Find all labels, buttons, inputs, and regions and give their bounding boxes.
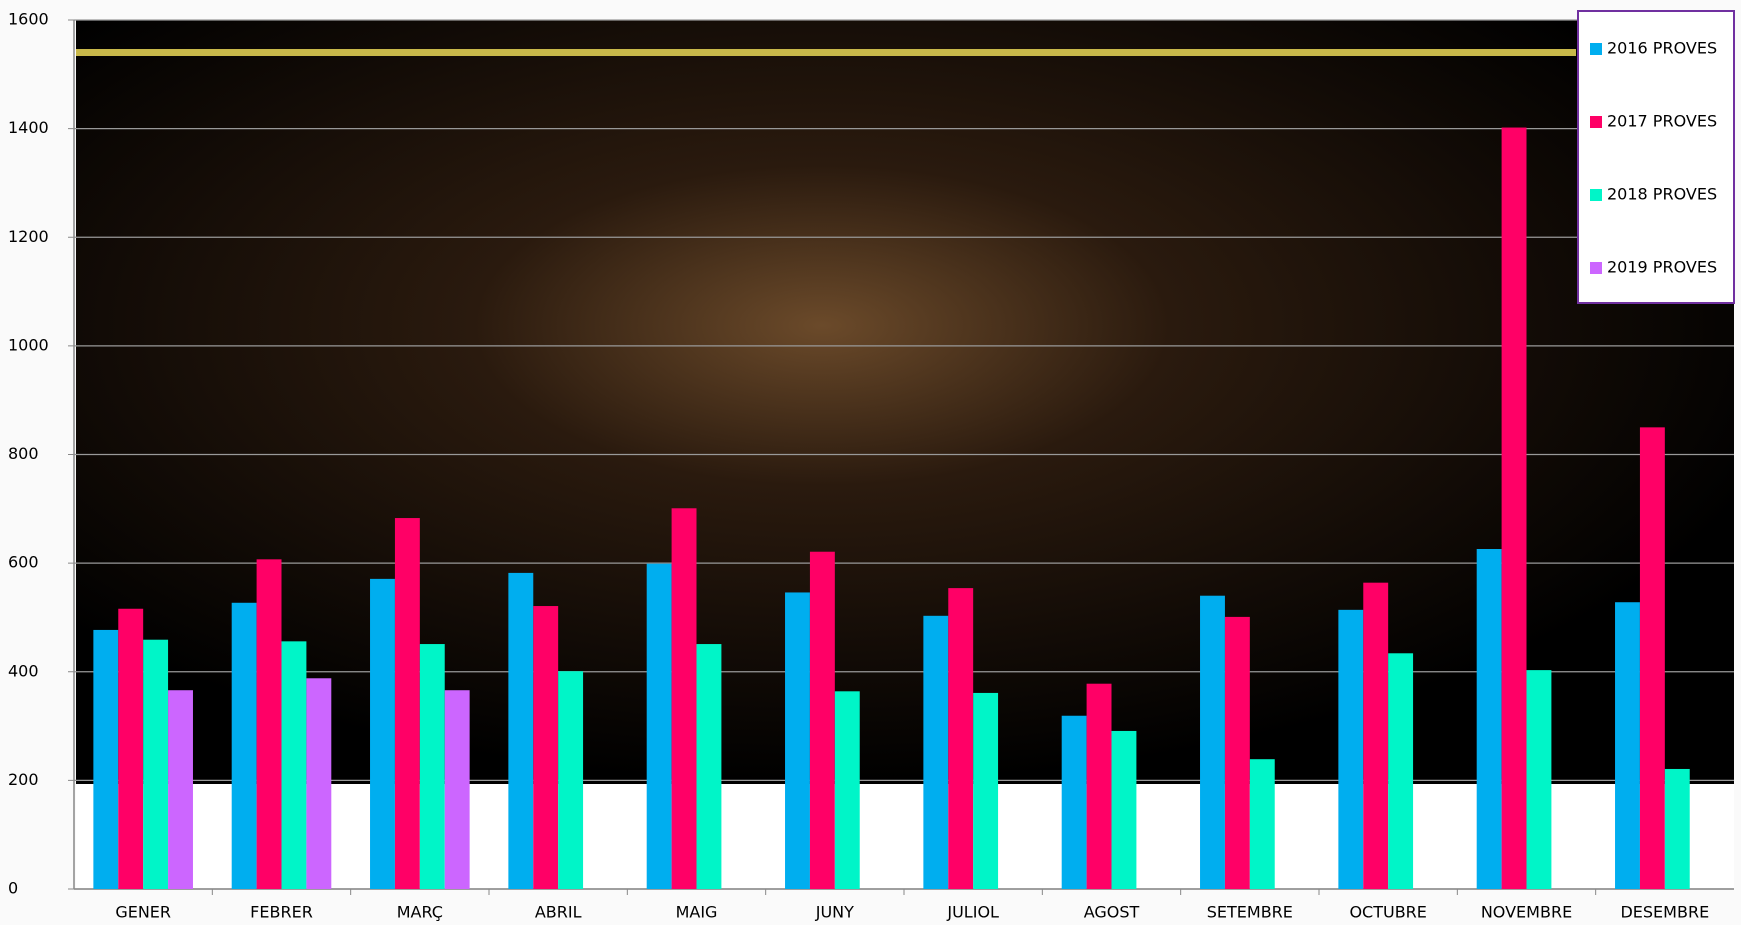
bar	[1061, 715, 1087, 889]
bar	[1224, 616, 1250, 889]
x-tick-label: SETEMBRE	[1207, 903, 1293, 922]
decorative-line	[76, 49, 1576, 56]
y-tick-label: 400	[8, 661, 39, 680]
x-tick-label: DESEMBRE	[1620, 903, 1709, 922]
y-tick-label: 600	[8, 553, 39, 572]
plot-background-bottom	[76, 784, 1734, 889]
bar	[1639, 427, 1665, 889]
y-tick-label: 1000	[8, 335, 49, 354]
bar	[419, 644, 445, 889]
bar	[394, 518, 420, 889]
legend-swatch	[1590, 189, 1602, 201]
bar	[1338, 609, 1364, 889]
legend-swatch	[1590, 43, 1602, 55]
bar	[671, 508, 697, 889]
bar	[1249, 759, 1275, 889]
bar	[834, 691, 860, 889]
legend-swatch	[1590, 116, 1602, 128]
legend-swatch	[1590, 262, 1602, 274]
bar	[168, 690, 193, 889]
y-tick-label: 1600	[8, 10, 49, 29]
legend-box	[1577, 10, 1735, 304]
bar	[1476, 549, 1502, 889]
x-tick-label: MARÇ	[397, 903, 443, 922]
bar	[1388, 653, 1414, 889]
x-tick-label: GENER	[115, 903, 171, 922]
bar	[558, 671, 584, 889]
bar	[1664, 768, 1690, 889]
bar	[533, 606, 559, 889]
x-tick-label: JUNY	[815, 903, 854, 922]
legend-label: 2019 PROVES	[1607, 258, 1717, 277]
bar	[1526, 670, 1552, 889]
y-tick-label: 800	[8, 444, 39, 463]
bar	[444, 690, 470, 889]
bar	[508, 572, 534, 889]
bar	[256, 559, 282, 889]
x-tick-label: JULIOL	[946, 903, 999, 922]
x-tick-label: NOVEMBRE	[1481, 903, 1572, 922]
bar	[923, 615, 949, 889]
bar	[1501, 127, 1527, 889]
bar	[1615, 602, 1640, 889]
bar	[1200, 595, 1225, 889]
x-tick-label: ABRIL	[535, 903, 582, 922]
bar	[809, 551, 835, 889]
bar	[973, 692, 999, 889]
legend-label: 2018 PROVES	[1607, 185, 1717, 204]
x-tick-label: AGOST	[1084, 903, 1140, 922]
bar	[306, 678, 332, 889]
bar	[143, 639, 169, 889]
bar	[1086, 683, 1112, 889]
y-tick-label: 200	[8, 770, 39, 789]
bar	[1111, 730, 1137, 889]
x-tick-label: OCTUBRE	[1349, 903, 1426, 922]
bar	[93, 629, 119, 889]
x-tick-label: FEBRER	[250, 903, 313, 922]
y-tick-label: 1200	[8, 227, 49, 246]
y-tick-label: 1400	[8, 118, 49, 137]
bar	[118, 608, 144, 889]
bar	[370, 578, 395, 889]
x-tick-label: MAIG	[676, 903, 718, 922]
y-tick-label: 0	[8, 879, 18, 898]
bar	[696, 644, 722, 889]
bar	[948, 588, 974, 889]
plot-background-image	[76, 20, 1734, 784]
legend-label: 2017 PROVES	[1607, 112, 1717, 131]
bar	[1363, 582, 1389, 889]
legend-label: 2016 PROVES	[1607, 39, 1717, 58]
bar	[231, 602, 257, 889]
bar	[646, 563, 672, 889]
bar	[281, 641, 307, 889]
bar	[785, 592, 810, 889]
